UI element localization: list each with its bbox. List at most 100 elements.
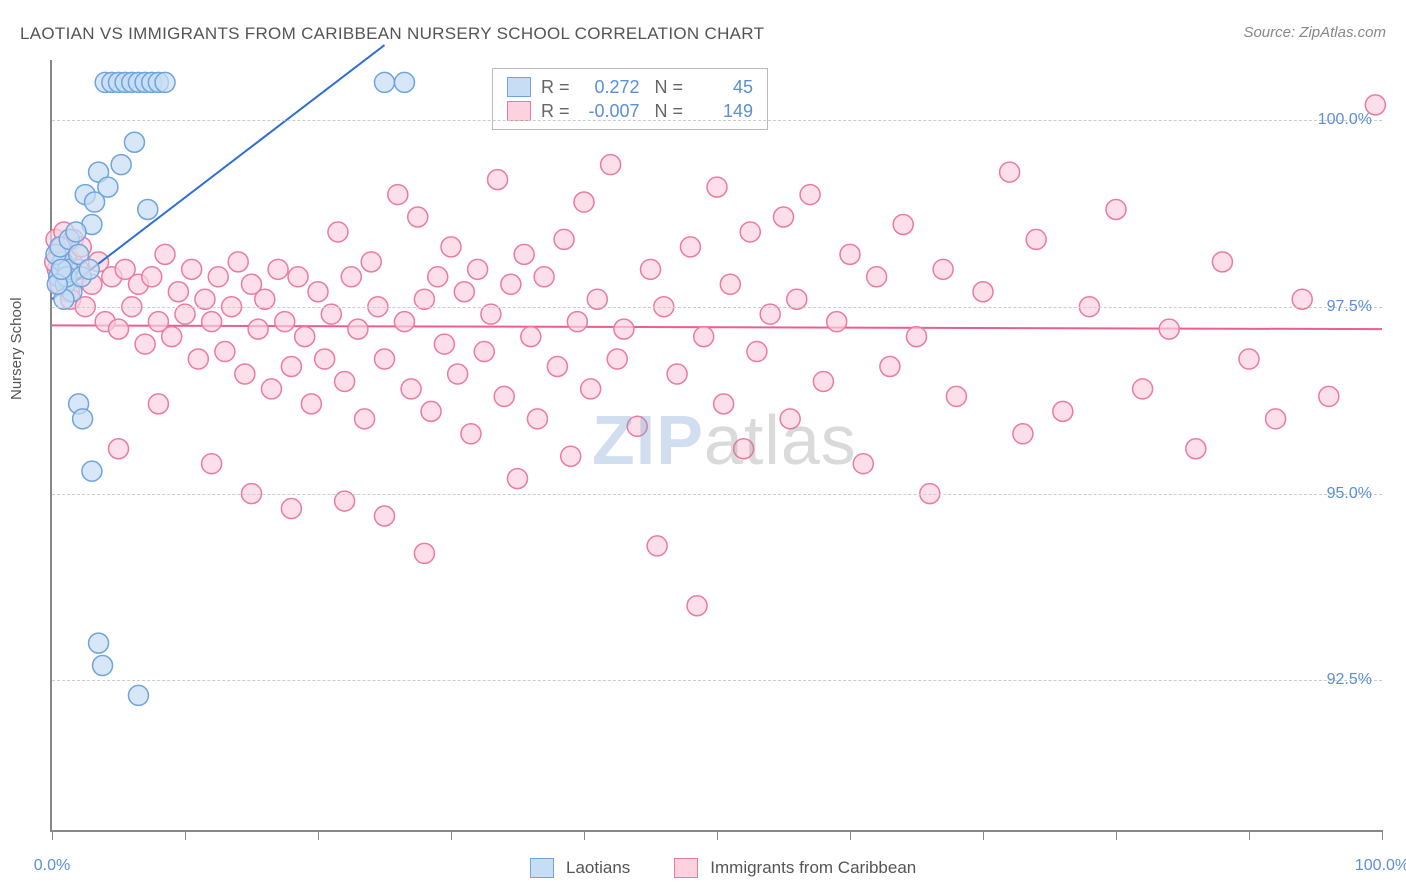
- data-point: [315, 349, 335, 369]
- r-value-1: 0.272: [580, 75, 640, 99]
- x-tick: [850, 830, 851, 840]
- data-point: [1026, 229, 1046, 249]
- scatter-svg: [52, 60, 1382, 830]
- y-tick-label: 97.5%: [1327, 298, 1372, 316]
- gridline: [52, 307, 1382, 308]
- data-point: [66, 222, 86, 242]
- x-tick: [717, 830, 718, 840]
- data-point: [880, 357, 900, 377]
- data-point: [301, 394, 321, 414]
- data-point: [488, 170, 508, 190]
- data-point: [667, 364, 687, 384]
- data-point: [281, 499, 301, 519]
- data-point: [348, 319, 368, 339]
- x-tick: [1382, 830, 1383, 840]
- data-point: [694, 327, 714, 347]
- data-point: [774, 207, 794, 227]
- data-point: [328, 222, 348, 242]
- data-point: [375, 72, 395, 92]
- data-point: [168, 282, 188, 302]
- data-point: [853, 454, 873, 474]
- data-point: [867, 267, 887, 287]
- data-point: [98, 177, 118, 197]
- x-tick: [451, 830, 452, 840]
- data-point: [162, 327, 182, 347]
- data-point: [780, 409, 800, 429]
- data-point: [215, 342, 235, 362]
- data-point: [109, 319, 129, 339]
- data-point: [840, 244, 860, 264]
- gridline: [52, 680, 1382, 681]
- data-point: [601, 155, 621, 175]
- data-point: [428, 267, 448, 287]
- data-point: [93, 656, 113, 676]
- data-point: [534, 267, 554, 287]
- data-point: [138, 200, 158, 220]
- x-tick: [1249, 830, 1250, 840]
- data-point: [235, 364, 255, 384]
- data-point: [401, 379, 421, 399]
- data-point: [1239, 349, 1259, 369]
- data-point: [707, 177, 727, 197]
- data-point: [375, 506, 395, 526]
- data-point: [361, 252, 381, 272]
- data-point: [647, 536, 667, 556]
- data-point: [827, 312, 847, 332]
- data-point: [454, 282, 474, 302]
- gridline: [52, 494, 1382, 495]
- data-point: [202, 454, 222, 474]
- data-point: [1013, 424, 1033, 444]
- data-point: [494, 386, 514, 406]
- data-point: [554, 229, 574, 249]
- n-label: N =: [650, 75, 684, 99]
- legend-label-2: Immigrants from Caribbean: [710, 858, 916, 878]
- y-tick-label: 95.0%: [1327, 485, 1372, 503]
- data-point: [441, 237, 461, 257]
- data-point: [720, 274, 740, 294]
- chart-area: ZIPatlas R = 0.272 N = 45 R = -0.007 N =…: [50, 60, 1380, 830]
- data-point: [614, 319, 634, 339]
- data-point: [1186, 439, 1206, 459]
- data-point: [1106, 200, 1126, 220]
- data-point: [734, 439, 754, 459]
- x-tick-label-right: 100.0%: [1355, 857, 1406, 875]
- data-point: [394, 72, 414, 92]
- data-point: [355, 409, 375, 429]
- data-point: [508, 469, 528, 489]
- data-point: [581, 379, 601, 399]
- data-point: [1133, 379, 1153, 399]
- data-point: [641, 259, 661, 279]
- data-point: [461, 424, 481, 444]
- data-point: [714, 394, 734, 414]
- data-point: [182, 259, 202, 279]
- data-point: [142, 267, 162, 287]
- data-point: [268, 259, 288, 279]
- data-point: [1053, 401, 1073, 421]
- x-tick: [318, 830, 319, 840]
- x-tick: [983, 830, 984, 840]
- data-point: [124, 132, 144, 152]
- r-label: R =: [541, 75, 570, 99]
- data-point: [414, 543, 434, 563]
- swatch-laotians-icon: [507, 77, 531, 97]
- data-point: [1266, 409, 1286, 429]
- data-point: [687, 596, 707, 616]
- data-point: [893, 214, 913, 234]
- x-tick: [584, 830, 585, 840]
- n-value-1: 45: [693, 75, 753, 99]
- data-point: [111, 155, 131, 175]
- data-point: [574, 192, 594, 212]
- data-point: [680, 237, 700, 257]
- data-point: [335, 371, 355, 391]
- data-point: [434, 334, 454, 354]
- data-point: [627, 416, 647, 436]
- data-point: [73, 409, 93, 429]
- data-point: [281, 357, 301, 377]
- data-point: [1319, 386, 1339, 406]
- series-legend: Laotians Immigrants from Caribbean: [530, 858, 916, 878]
- data-point: [51, 259, 71, 279]
- swatch-caribbean-icon: [674, 858, 698, 878]
- data-point: [514, 244, 534, 264]
- data-point: [375, 349, 395, 369]
- data-point: [561, 446, 581, 466]
